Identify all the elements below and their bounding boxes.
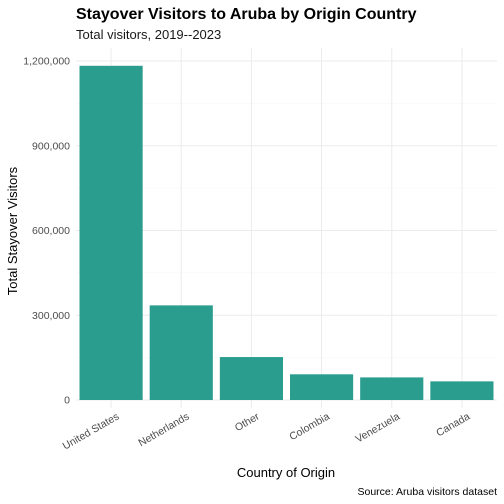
bar — [219, 357, 283, 400]
x-tick-label: Colombia — [287, 410, 332, 443]
y-axis-title: Total Stayover Visitors — [5, 166, 20, 295]
gridlines — [76, 48, 497, 408]
y-tick-label: 300,000 — [32, 310, 70, 322]
y-tick-label: 600,000 — [32, 225, 70, 237]
bar — [360, 377, 424, 400]
chart-subtitle: Total visitors, 2019--2023 — [76, 27, 221, 42]
x-tick-label: Netherlands — [136, 411, 191, 450]
y-tick-label: 900,000 — [32, 140, 70, 152]
chart-caption: Source: Aruba visitors dataset — [358, 486, 498, 498]
x-tick-label: Canada — [434, 410, 472, 439]
x-axis-ticks: United States Netherlands Other Colombia Ven… — [61, 410, 473, 452]
x-tick-label: Other — [233, 410, 262, 434]
bar — [79, 65, 143, 401]
y-axis-ticks: 0 300,000 600,000 900,000 1,200,000 — [23, 56, 70, 407]
bar — [430, 381, 494, 400]
x-axis-title: Country of Origin — [237, 465, 335, 480]
bar — [149, 305, 213, 400]
bars — [79, 65, 494, 401]
y-tick-label: 1,200,000 — [23, 56, 70, 68]
x-tick-label: United States — [61, 411, 122, 453]
y-tick-label: 0 — [64, 395, 70, 407]
bar — [290, 374, 354, 400]
chart-title: Stayover Visitors to Aruba by Origin Cou… — [76, 6, 417, 23]
x-tick-label: Venezuela — [353, 410, 402, 445]
